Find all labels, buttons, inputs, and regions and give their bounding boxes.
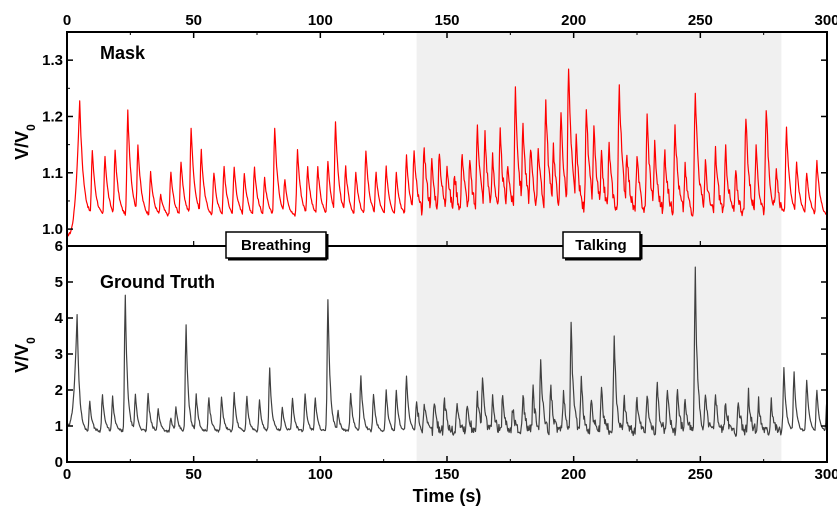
ground-truth-y-tick-label: 1: [55, 418, 63, 435]
ground-truth-panel-title: Ground Truth: [100, 272, 215, 292]
ground-truth-y-tick-label: 5: [55, 274, 63, 291]
mask-y-tick-label: 1.3: [42, 52, 63, 69]
x-tick-label-bottom: 50: [185, 466, 202, 483]
x-tick-label-bottom: 300: [814, 466, 837, 483]
x-tick-label-bottom: 100: [308, 466, 333, 483]
talking-label: Talking: [575, 237, 626, 254]
mask-y-axis-title: V/V0: [12, 124, 38, 160]
breathing-label: Breathing: [241, 237, 311, 254]
x-tick-label-top: 100: [308, 12, 333, 29]
ground-truth-y-tick-label: 6: [55, 238, 63, 255]
x-tick-label-top: 300: [814, 12, 837, 29]
ground-truth-y-tick-label: 3: [55, 346, 63, 363]
x-tick-label-bottom: 250: [688, 466, 713, 483]
mask-panel-title: Mask: [100, 43, 146, 63]
x-tick-label-bottom: 0: [63, 466, 71, 483]
x-tick-label-bottom: 200: [561, 466, 586, 483]
ground-truth-y-tick-label: 0: [55, 454, 63, 471]
ground-truth-series-line: [66, 266, 828, 437]
x-tick-label-top: 0: [63, 12, 71, 29]
x-tick-label-top: 250: [688, 12, 713, 29]
ground-truth-y-tick-label: 2: [55, 382, 63, 399]
x-tick-label-bottom: 150: [434, 466, 459, 483]
breathing-label-box: Breathing: [225, 231, 329, 261]
tick-labels: 0050501001001501502002002502503003001.01…: [42, 12, 837, 483]
talking-label-box: Talking: [562, 231, 643, 261]
x-tick-label-top: 200: [561, 12, 586, 29]
x-axis-title: Time (s): [413, 486, 482, 506]
x-tick-label-top: 150: [434, 12, 459, 29]
mask-y-tick-label: 1.1: [42, 165, 63, 182]
ground-truth-y-axis-title: V/V0: [12, 337, 38, 373]
ground-truth-y-tick-label: 4: [55, 310, 64, 327]
mask-series-line: [66, 68, 828, 237]
mask-y-tick-label: 1.0: [42, 221, 63, 238]
mask-y-tick-label: 1.2: [42, 108, 63, 125]
x-tick-label-top: 50: [185, 12, 202, 29]
